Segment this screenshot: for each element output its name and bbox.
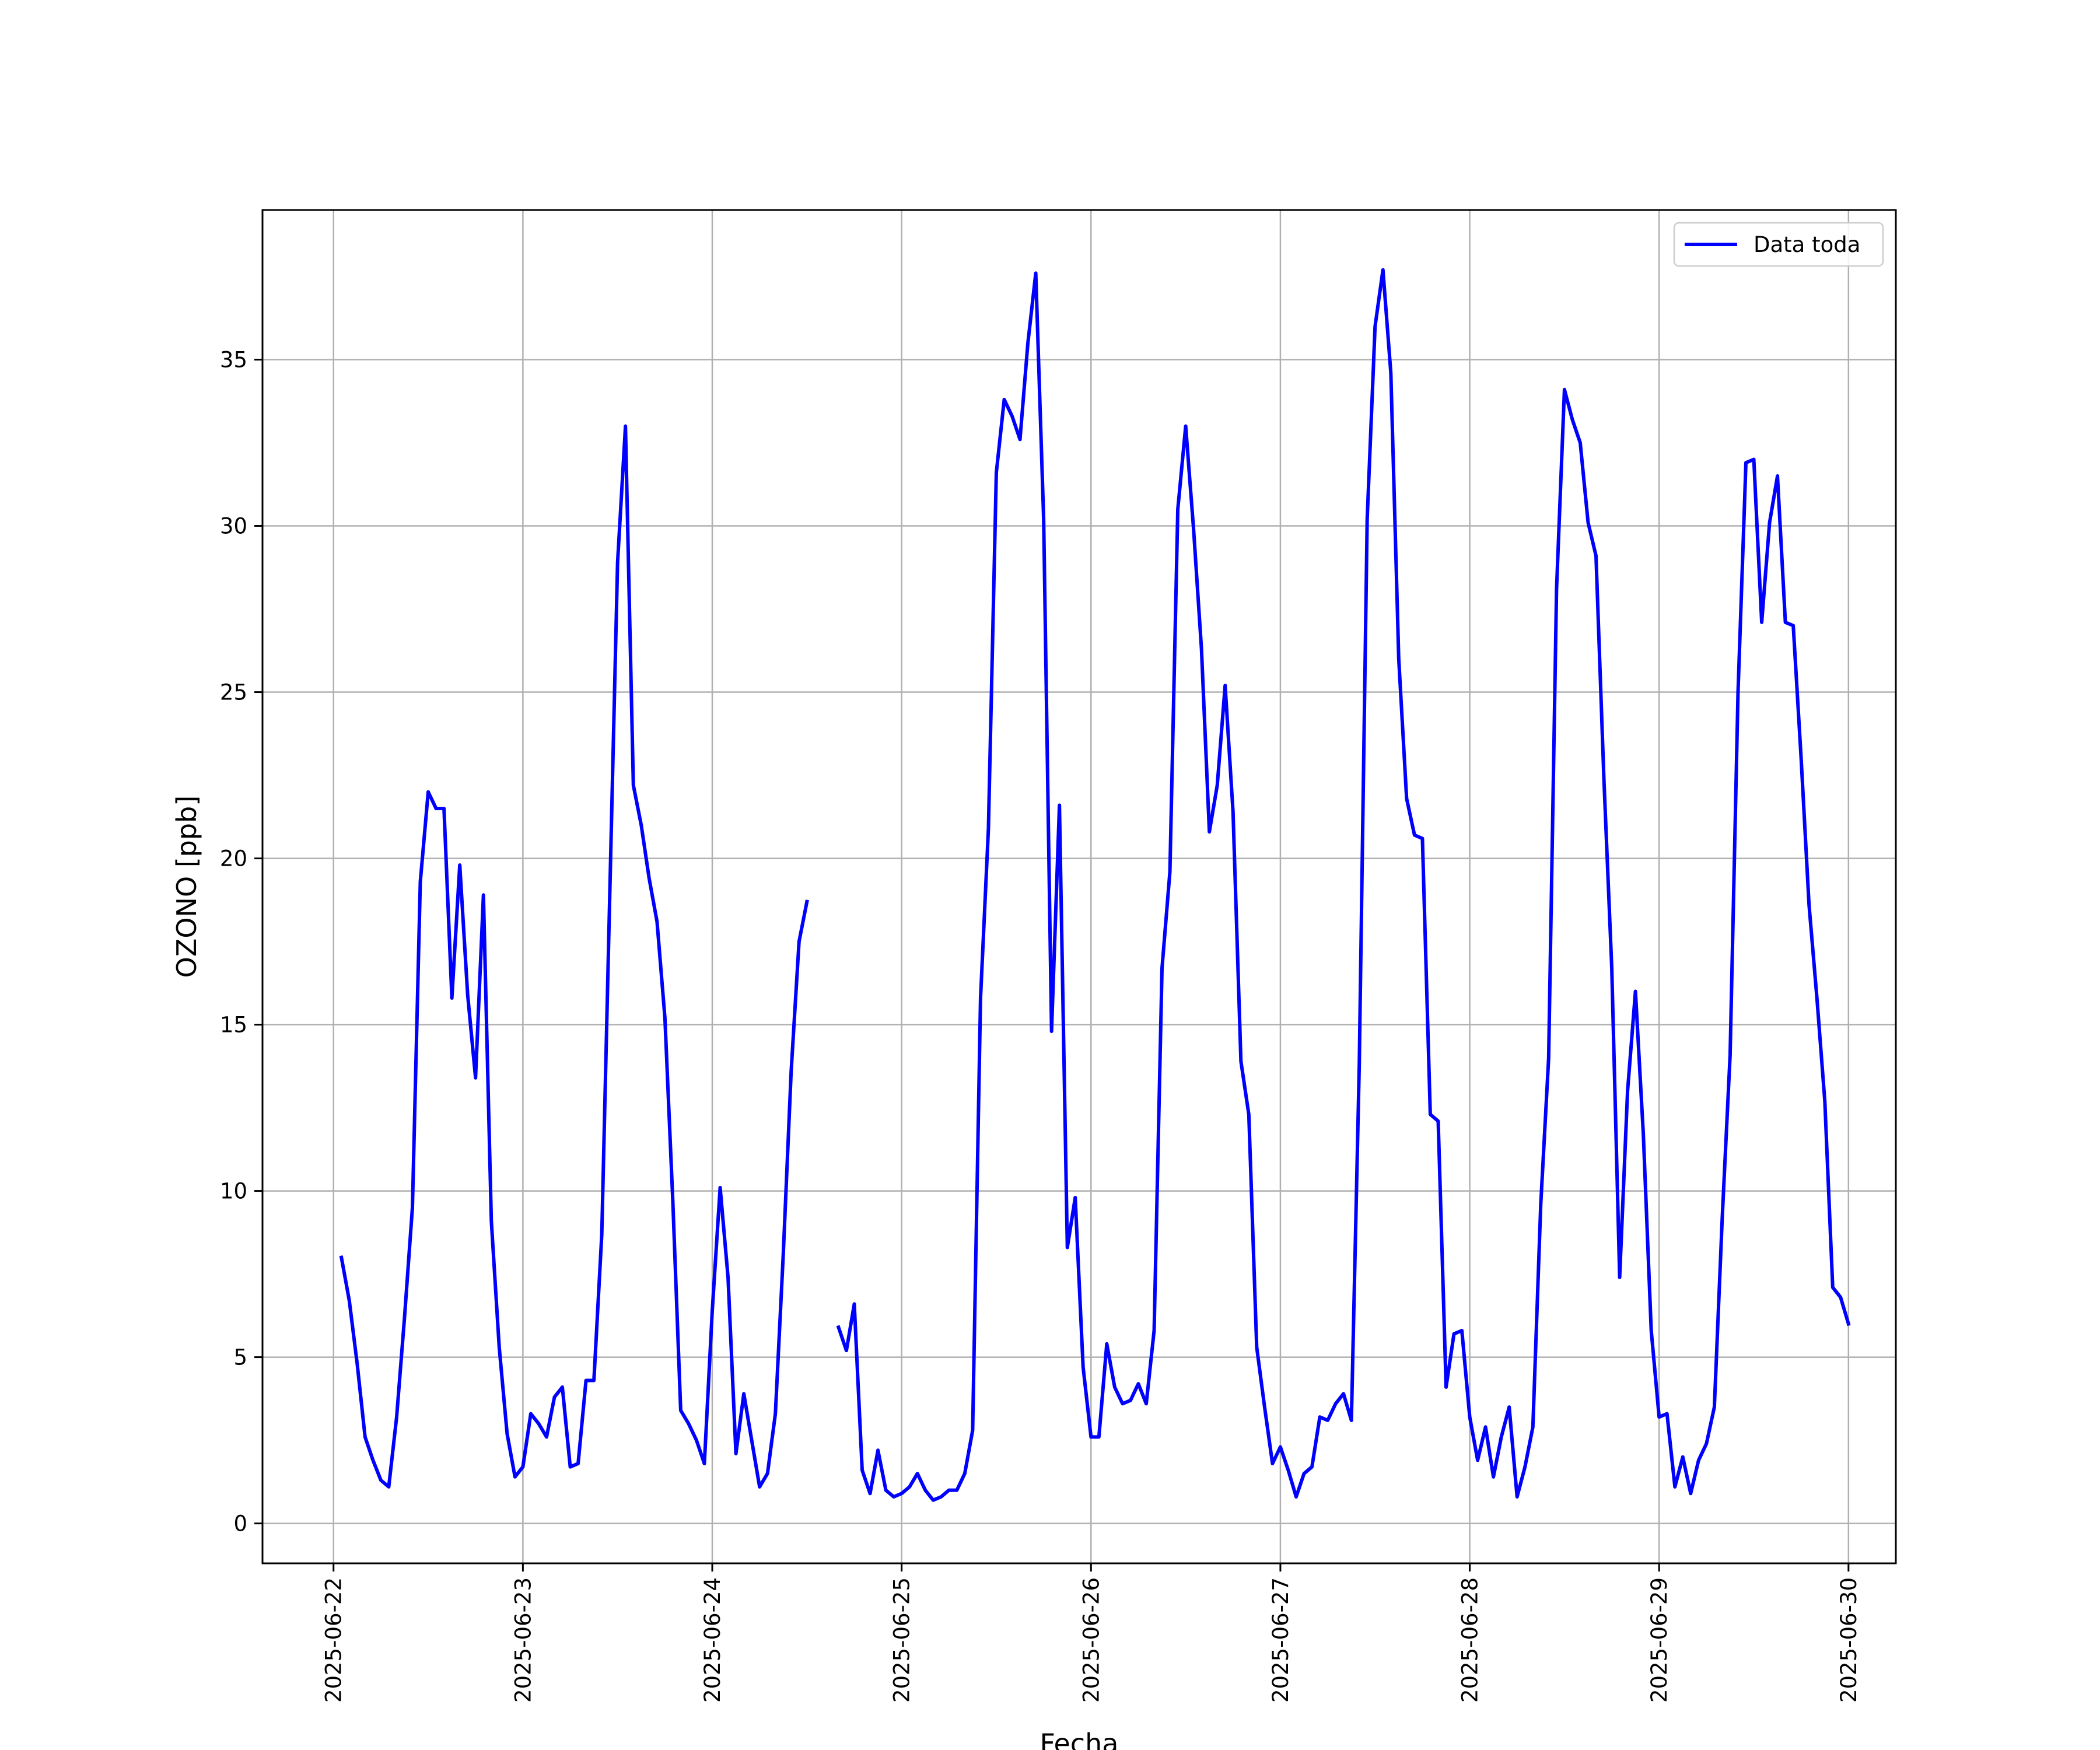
- x-tick-label: 2025-06-29: [1647, 1577, 1672, 1703]
- y-tick-label: 10: [220, 1179, 247, 1204]
- x-tick-label: 2025-06-23: [510, 1577, 536, 1703]
- legend-box: [1673, 222, 1884, 267]
- x-tick-label: 2025-06-24: [700, 1577, 725, 1703]
- y-tick-label: 15: [220, 1013, 247, 1038]
- x-tick-label: 2025-06-22: [321, 1577, 346, 1703]
- y-axis-ticks: 0 5 10 15 20 25 30 35: [220, 348, 262, 1536]
- x-tick-label: 2025-06-30: [1836, 1577, 1861, 1703]
- y-tick-label: 0: [233, 1511, 247, 1536]
- y-tick-label: 25: [220, 680, 247, 705]
- y-tick-label: 35: [220, 348, 247, 373]
- x-tick-label: 2025-06-25: [890, 1577, 915, 1703]
- series-line-data-toda: [836, 268, 1851, 1502]
- x-axis-ticks: 2025-06-22 2025-06-23 2025-06-24 2025-06-25…: [321, 1563, 1861, 1703]
- series-line-data-toda: [339, 424, 809, 1489]
- legend: Data toda: [1673, 222, 1884, 267]
- y-axis-label: OZONO [ppb]: [171, 796, 202, 978]
- x-tick-label: 2025-06-26: [1079, 1577, 1104, 1703]
- grid-lines: [262, 210, 1896, 1563]
- x-tick-label: 2025-06-27: [1268, 1577, 1293, 1703]
- y-tick-label: 20: [220, 846, 247, 872]
- x-axis-label: Fecha: [1040, 1728, 1119, 1750]
- data-series: [339, 268, 1851, 1502]
- y-tick-label: 5: [233, 1345, 247, 1370]
- y-tick-label: 30: [220, 514, 247, 539]
- plot-area-frame: [261, 209, 1897, 1564]
- legend-label-data-toda: Data toda: [1754, 232, 1860, 257]
- x-tick-label: 2025-06-28: [1458, 1577, 1483, 1703]
